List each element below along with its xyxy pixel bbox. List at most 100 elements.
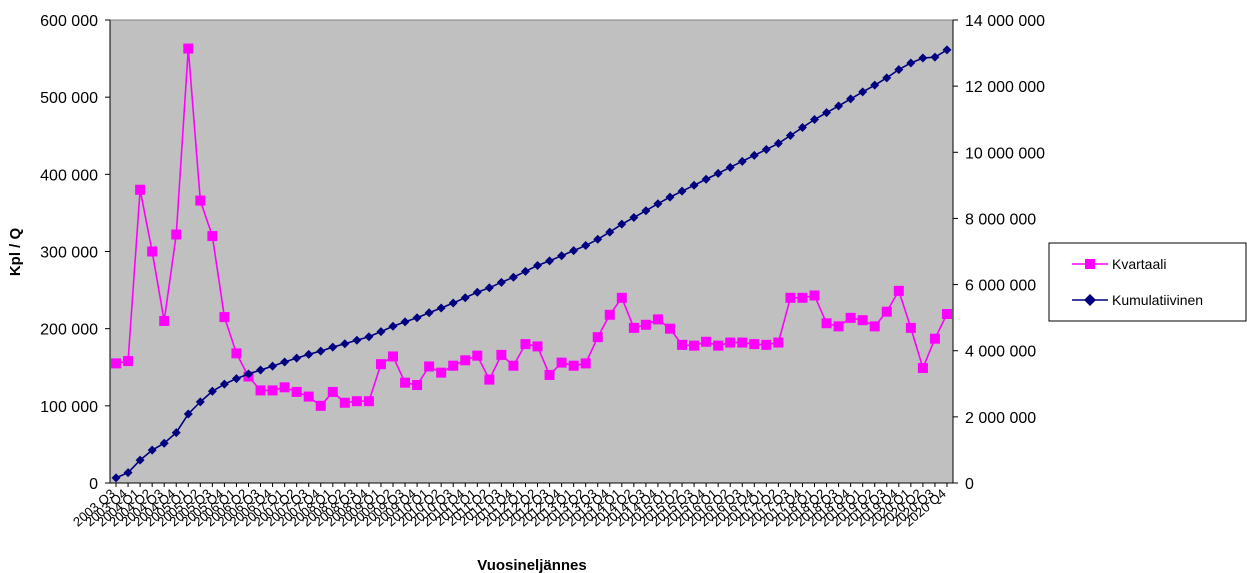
point-kvartaali — [195, 195, 206, 206]
point-kvartaali — [135, 184, 146, 195]
point-kvartaali — [123, 356, 134, 367]
point-kvartaali — [388, 351, 399, 362]
left-tick-label: 500 000 — [40, 90, 98, 107]
point-kvartaali — [640, 319, 651, 330]
point-kvartaali — [291, 386, 302, 397]
point-kumulatiivinen — [894, 65, 904, 75]
point-kumulatiivinen — [641, 206, 651, 216]
point-kumulatiivinen — [605, 227, 615, 237]
point-kvartaali — [797, 292, 808, 303]
point-kumulatiivinen — [797, 123, 807, 133]
legend: Kvartaali Kumulatiivinen — [1048, 242, 1247, 322]
point-kvartaali — [869, 321, 880, 332]
point-kumulatiivinen — [617, 219, 627, 229]
point-kumulatiivinen — [328, 342, 338, 352]
right-tick-label: 0 — [965, 476, 974, 493]
point-kumulatiivinen — [388, 321, 398, 331]
point-kvartaali — [412, 379, 423, 390]
right-tick-label: 12 000 000 — [965, 79, 1045, 96]
point-kumulatiivinen — [930, 52, 940, 62]
point-kumulatiivinen — [268, 361, 278, 371]
point-kumulatiivinen — [472, 287, 482, 297]
point-kumulatiivinen — [280, 357, 290, 367]
point-kumulatiivinen — [135, 455, 145, 465]
right-tick-label: 2 000 000 — [965, 410, 1036, 427]
point-kumulatiivinen — [545, 256, 555, 266]
legend-label-kvartaali: Kvartaali — [1112, 256, 1166, 272]
plot-area — [109, 19, 954, 484]
point-kvartaali — [905, 322, 916, 333]
point-kvartaali — [677, 339, 688, 350]
point-kvartaali — [737, 337, 748, 348]
point-kumulatiivinen — [147, 445, 157, 455]
right-tick-label: 8 000 000 — [965, 211, 1036, 228]
left-tick-label: 600 000 — [40, 13, 98, 30]
point-kvartaali — [219, 312, 230, 323]
point-kvartaali — [267, 385, 278, 396]
point-kvartaali — [701, 336, 712, 347]
point-kumulatiivinen — [858, 87, 868, 97]
point-kvartaali — [207, 231, 218, 242]
point-kvartaali — [496, 349, 507, 360]
point-kumulatiivinen — [484, 283, 494, 293]
point-kumulatiivinen — [713, 168, 723, 178]
legend-box — [1048, 242, 1247, 322]
point-kvartaali — [689, 340, 700, 351]
point-kumulatiivinen — [882, 73, 892, 83]
point-kumulatiivinen — [870, 80, 880, 90]
point-kvartaali — [279, 382, 290, 393]
point-kumulatiivinen — [292, 353, 302, 363]
point-kvartaali — [159, 315, 170, 326]
point-kvartaali — [652, 314, 663, 325]
point-kvartaali — [544, 369, 555, 380]
point-kvartaali — [821, 318, 832, 329]
point-kumulatiivinen — [436, 303, 446, 313]
point-kvartaali — [749, 339, 760, 350]
point-kvartaali — [616, 292, 627, 303]
point-kvartaali — [604, 309, 615, 320]
point-kvartaali — [111, 358, 122, 369]
point-kumulatiivinen — [785, 130, 795, 140]
point-kvartaali — [472, 350, 483, 361]
point-kumulatiivinen — [725, 162, 735, 172]
point-kumulatiivinen — [557, 251, 567, 261]
point-kumulatiivinen — [593, 234, 603, 244]
point-kvartaali — [628, 322, 639, 333]
point-kumulatiivinen — [846, 94, 856, 104]
point-kumulatiivinen — [942, 45, 952, 55]
point-kvartaali — [424, 361, 435, 372]
point-kvartaali — [580, 358, 591, 369]
point-kvartaali — [725, 337, 736, 348]
point-kumulatiivinen — [123, 468, 133, 478]
point-kvartaali — [231, 348, 242, 359]
point-kvartaali — [713, 340, 724, 351]
point-kumulatiivinen — [448, 298, 458, 308]
point-kumulatiivinen — [219, 379, 229, 389]
legend-marker-kumulatiivinen — [1084, 294, 1096, 306]
point-kvartaali — [255, 385, 266, 396]
legend-marker-kvartaali — [1085, 259, 1095, 269]
left-tick-label: 400 000 — [40, 167, 98, 184]
point-kvartaali — [315, 400, 326, 411]
point-kumulatiivinen — [810, 115, 820, 125]
point-kumulatiivinen — [304, 349, 314, 359]
point-kumulatiivinen — [243, 369, 253, 379]
point-kumulatiivinen — [834, 101, 844, 111]
point-kumulatiivinen — [773, 138, 783, 148]
point-kvartaali — [351, 396, 362, 407]
left-axis: 0 100 000 200 000 300 000 400 000 500 000 600 … — [40, 13, 111, 493]
x-axis-title: Vuosineljännes — [477, 557, 586, 573]
point-kumulatiivinen — [629, 213, 639, 223]
point-kvartaali — [833, 321, 844, 332]
point-kumulatiivinen — [460, 293, 470, 303]
point-kvartaali — [303, 391, 314, 402]
point-kvartaali — [592, 332, 603, 343]
point-kumulatiivinen — [737, 156, 747, 166]
point-kumulatiivinen — [749, 150, 759, 160]
point-kumulatiivinen — [352, 335, 362, 345]
right-tick-label: 4 000 000 — [965, 344, 1036, 361]
point-kvartaali — [436, 367, 447, 378]
point-kumulatiivinen — [316, 346, 326, 356]
